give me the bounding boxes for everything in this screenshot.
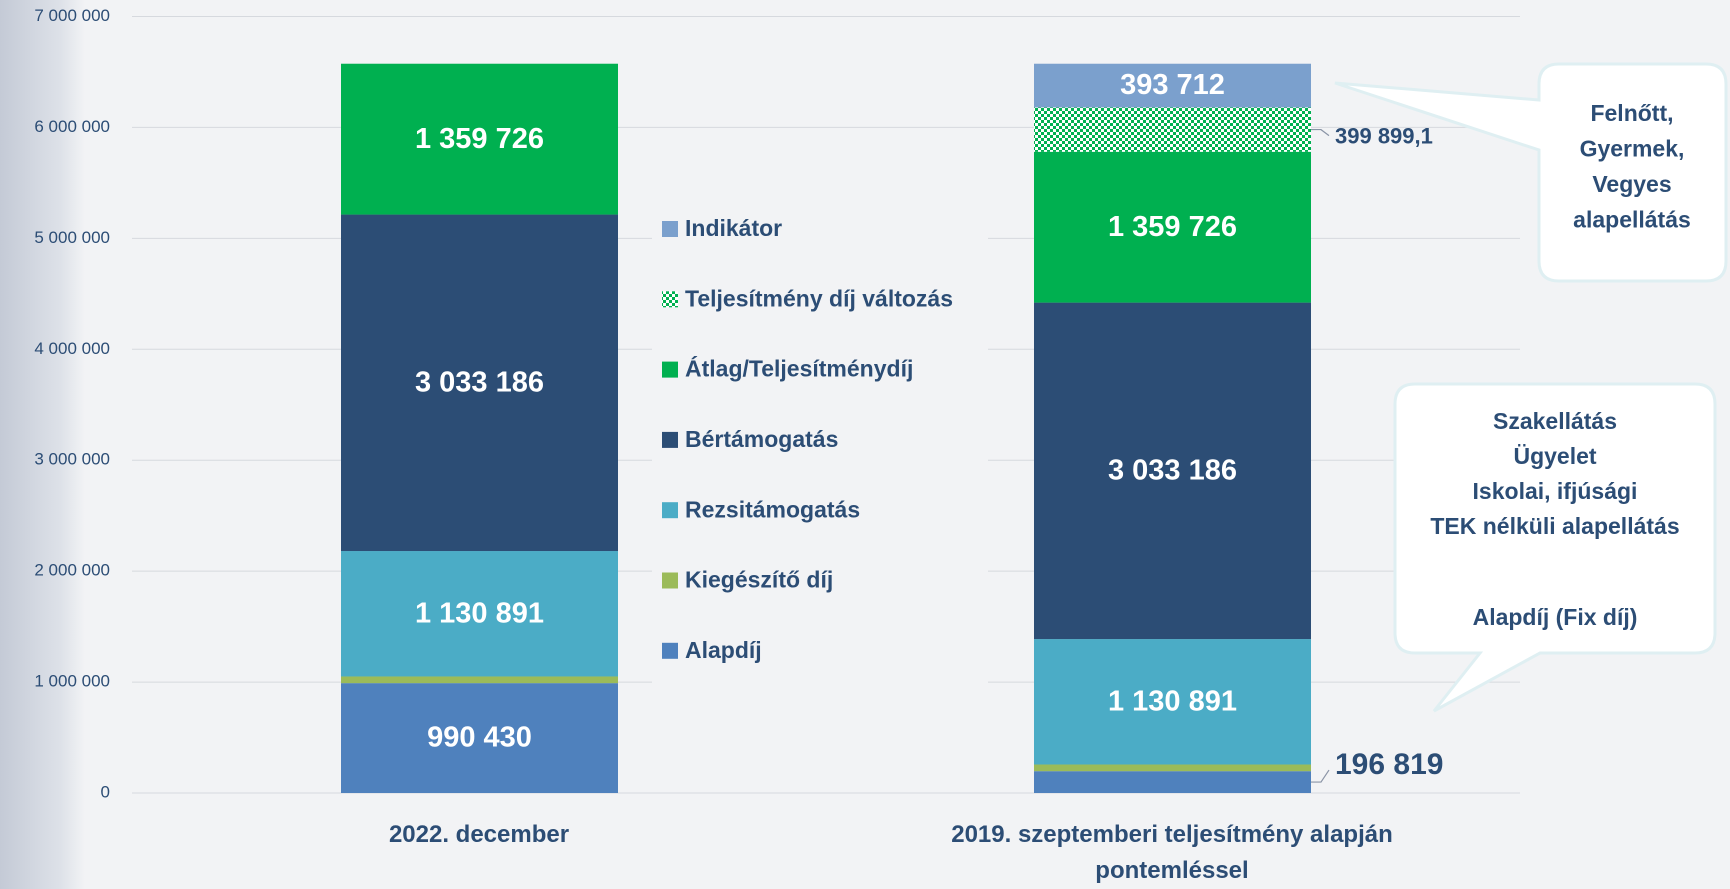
legend-marker (662, 431, 678, 448)
legend-marker (662, 221, 678, 237)
bar-segment (1034, 639, 1311, 765)
bar-segment (1034, 151, 1311, 303)
bar-segment (1034, 302, 1311, 640)
legend-marker (662, 361, 678, 378)
y-tick-label: 4 000 000 (34, 339, 110, 358)
legend-label: Átlag/Teljesítménydíj (685, 355, 913, 382)
bar-segment (341, 676, 618, 684)
bar-segment (1034, 764, 1311, 772)
annotation: Felnőtt, (1590, 100, 1673, 126)
annotation: Ügyelet (1513, 443, 1596, 469)
legend-marker (662, 572, 678, 589)
data-label: 393 712 (1120, 69, 1225, 101)
annotation: Vegyes (1592, 171, 1671, 197)
leader-line (1311, 769, 1330, 783)
legend-label: Indikátor (685, 215, 782, 241)
bar-segment (1034, 63, 1311, 108)
annotation: Szakellátás (1493, 408, 1617, 434)
bar-segment (341, 214, 618, 552)
bar-segment (1034, 107, 1311, 152)
bar-segment (341, 683, 618, 793)
legend-marker (662, 291, 678, 308)
data-label: 1 359 726 (1108, 211, 1237, 243)
bar-segment (341, 63, 618, 215)
data-label: 990 430 (427, 722, 532, 754)
bar-segment (341, 551, 618, 677)
y-tick-label: 1 000 000 (34, 672, 110, 691)
annotation: Iskolai, ifjúsági (1473, 478, 1638, 504)
callout (1393, 382, 1717, 713)
annotation: alapellátás (1573, 207, 1691, 233)
bar-segment (1034, 771, 1311, 793)
data-label: 399 899,1 (1335, 123, 1433, 148)
legend-label: Alapdíj (685, 637, 762, 663)
legend-label: Kiegészítő díj (685, 567, 833, 593)
data-label: 1 359 726 (415, 123, 544, 155)
data-label: 196 819 (1335, 748, 1443, 781)
y-tick-label: 2 000 000 (34, 561, 110, 580)
y-tick-label: 3 000 000 (34, 450, 110, 469)
legend-label: Rezsitámogatás (685, 496, 860, 522)
y-tick-label: 0 (101, 782, 110, 801)
legend-label: Bértámogatás (685, 426, 838, 452)
legend-marker (662, 642, 678, 659)
annotation: TEK nélküli alapellátás (1430, 513, 1679, 539)
callout (1334, 62, 1728, 283)
annotation: Gyermek, (1580, 136, 1685, 162)
leader-line (1311, 128, 1330, 137)
x-tick-label: 2022. december (388, 821, 570, 848)
data-label: 3 033 186 (1108, 454, 1237, 486)
x-tick-label: 2019. szeptemberi teljesítmény alapján p… (951, 821, 1393, 884)
data-label: 1 130 891 (415, 597, 544, 629)
data-label: 3 033 186 (415, 366, 544, 398)
legend-marker (662, 502, 678, 519)
legend-label: Teljesítmény díj változás (685, 285, 953, 311)
legend-box (652, 200, 988, 684)
data-label: 1 130 891 (1108, 685, 1237, 717)
y-tick-label: 7 000 000 (34, 6, 110, 25)
y-tick-label: 6 000 000 (34, 117, 110, 136)
y-tick-label: 5 000 000 (34, 228, 110, 247)
annotation: Alapdíj (Fix díj) (1473, 604, 1638, 630)
